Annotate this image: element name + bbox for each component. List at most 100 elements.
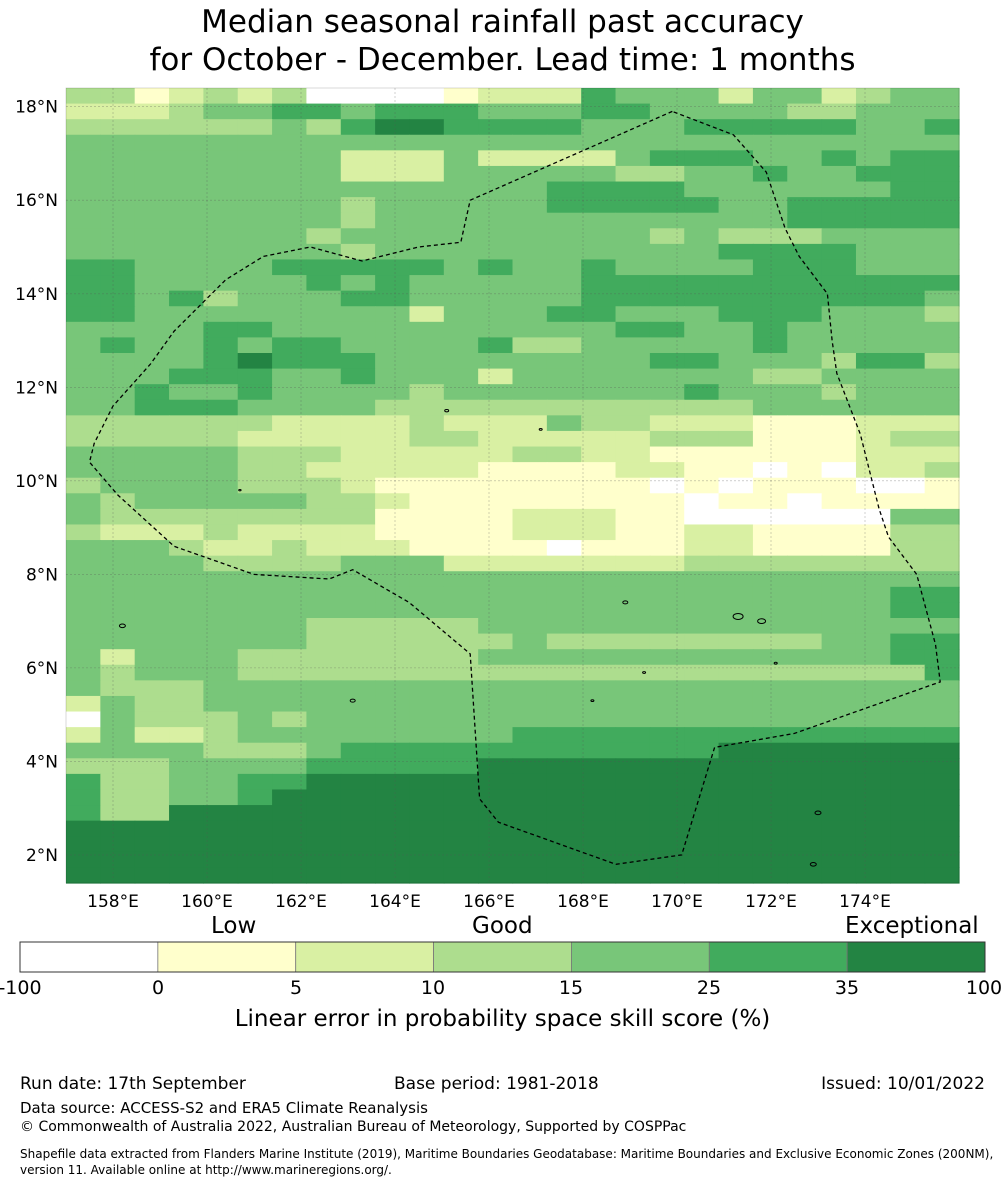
- map-cell: [615, 618, 651, 635]
- map-cell: [478, 742, 514, 759]
- map-cell: [100, 820, 136, 837]
- map-cell: [409, 540, 445, 557]
- map-cell: [237, 555, 273, 572]
- map-cell: [752, 742, 788, 759]
- map-cell: [615, 836, 651, 853]
- map-cell: [546, 368, 582, 385]
- colorbar-word-exceptional: Exceptional: [845, 913, 979, 939]
- map-cell: [821, 851, 857, 869]
- map-cell: [100, 789, 136, 806]
- map-cell: [684, 524, 720, 541]
- map-cell: [169, 243, 204, 261]
- map-cell: [306, 243, 342, 261]
- map-cell: [66, 508, 101, 526]
- map-cell: [546, 181, 582, 198]
- map-cell: [169, 275, 204, 292]
- map-cell: [787, 119, 823, 136]
- map-cell: [890, 867, 926, 884]
- map-cell: [340, 524, 376, 541]
- map-cell: [443, 727, 479, 744]
- map-cell: [890, 446, 926, 463]
- map-cell: [581, 867, 617, 884]
- map-cell: [924, 353, 960, 370]
- map-cell: [237, 602, 273, 619]
- map-cell: [890, 836, 926, 853]
- map-cell: [100, 275, 136, 292]
- map-cell: [890, 493, 926, 510]
- map-cell: [409, 711, 445, 728]
- map-cell: [546, 633, 582, 650]
- map-cell: [855, 321, 891, 339]
- map-cell: [615, 384, 651, 401]
- map-cell: [684, 353, 720, 370]
- map-cell: [615, 508, 651, 526]
- map-cell: [340, 462, 376, 479]
- island: [773, 661, 778, 665]
- map-cell: [855, 727, 891, 744]
- map-cell: [203, 555, 239, 572]
- map-cell: [306, 165, 342, 183]
- map-cell: [237, 446, 273, 463]
- map-cell: [890, 711, 926, 728]
- map-cell: [340, 851, 376, 869]
- map-cell: [340, 727, 376, 744]
- map-cell: [134, 571, 170, 588]
- map-cell: [649, 633, 685, 650]
- map-cell: [855, 462, 891, 479]
- map-cell: [821, 508, 857, 526]
- map-cell: [306, 836, 342, 853]
- map-cell: [306, 399, 342, 416]
- map-cell: [443, 618, 479, 635]
- map-cell: [272, 119, 308, 136]
- map-cell: [169, 664, 204, 681]
- map-cell: [855, 134, 891, 151]
- map-cell: [478, 134, 514, 151]
- map-cell: [855, 540, 891, 557]
- map-cell: [615, 524, 651, 541]
- island: [444, 408, 450, 413]
- map-cell: [306, 477, 342, 494]
- map-cell: [581, 555, 617, 572]
- map-cell: [546, 275, 582, 292]
- map-cell: [409, 119, 445, 136]
- map-cell: [684, 649, 720, 666]
- map-cell: [203, 758, 239, 775]
- map-cell: [134, 197, 170, 214]
- map-cell: [375, 430, 411, 448]
- map-cell: [546, 337, 582, 354]
- map-cell: [409, 493, 445, 510]
- map-cell: [237, 368, 273, 385]
- map-cell: [718, 134, 754, 151]
- map-cell: [718, 446, 754, 463]
- map-cell: [66, 867, 101, 884]
- map-cell: [581, 462, 617, 479]
- map-cell: [512, 571, 548, 588]
- map-cell: [340, 430, 376, 448]
- map-cell: [718, 555, 754, 572]
- map-cell: [169, 695, 204, 713]
- map-cell: [306, 181, 342, 198]
- map-cell: [787, 228, 823, 245]
- map-cell: [787, 571, 823, 588]
- map-cell: [924, 415, 960, 432]
- map-cell: [375, 727, 411, 744]
- colorbar-segment: [433, 941, 572, 973]
- map-cell: [718, 680, 754, 697]
- map-cell: [512, 773, 548, 791]
- map-cell: [100, 462, 136, 479]
- map-cell: [512, 197, 548, 214]
- map-cell: [752, 243, 788, 261]
- map-cell: [409, 820, 445, 837]
- map-cell: [718, 727, 754, 744]
- map-cell: [340, 711, 376, 728]
- map-cell: [169, 508, 204, 526]
- map-cell: [615, 415, 651, 432]
- map-cell: [649, 789, 685, 806]
- map-cell: [478, 321, 514, 339]
- map-cell: [752, 306, 788, 323]
- map-cell: [684, 321, 720, 339]
- map-cell: [443, 446, 479, 463]
- map-cell: [478, 820, 514, 837]
- map-cell: [134, 321, 170, 339]
- map-cell: [752, 555, 788, 572]
